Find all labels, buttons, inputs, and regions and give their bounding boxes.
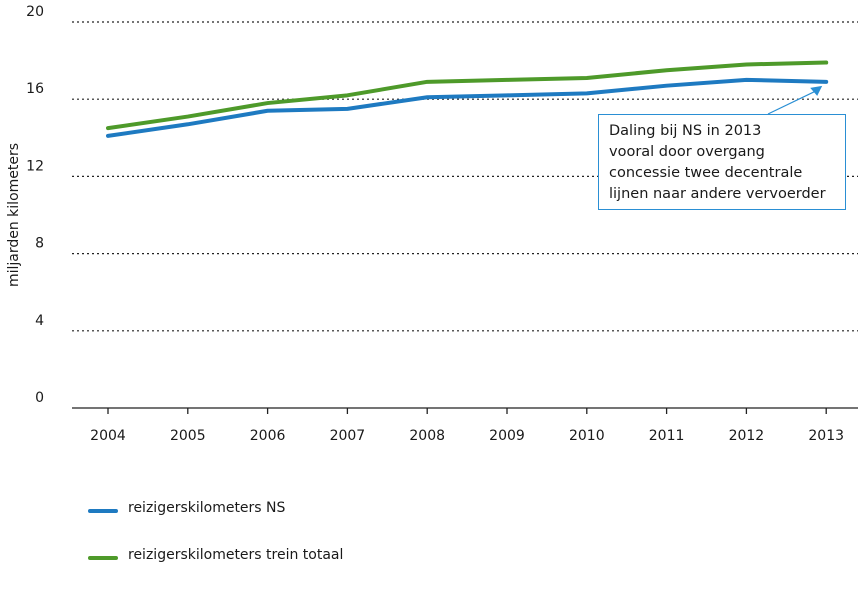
annotation-line: Daling bij NS in 2013 [609, 121, 835, 142]
x-tick-label: 2008 [409, 428, 445, 444]
y-tick-label: 0 [35, 390, 44, 406]
annotation-line: concessie twee decentrale [609, 163, 835, 184]
x-tick-label: 2009 [489, 428, 525, 444]
y-tick-label: 8 [35, 236, 44, 252]
annotation-arrow-line [768, 91, 816, 114]
x-tick-label: 2004 [90, 428, 126, 444]
legend-label-totaal: reizigerskilometers trein totaal [128, 547, 343, 563]
annotation-line: lijnen naar andere vervoerder [609, 184, 835, 205]
x-tick-label: 2010 [569, 428, 605, 444]
y-tick-label: 12 [26, 158, 44, 174]
x-tick-label: 2007 [330, 428, 366, 444]
y-tick-label: 4 [35, 313, 44, 329]
y-axis-label: miljarden kilometers [6, 143, 22, 287]
x-tick-label: 2013 [808, 428, 844, 444]
annotation-line: vooral door overgang [609, 142, 835, 163]
x-tick-label: 2012 [729, 428, 765, 444]
legend-swatch-totaal [88, 556, 118, 560]
annotation-box: Daling bij NS in 2013 vooral door overga… [598, 114, 846, 210]
x-tick-label: 2011 [649, 428, 685, 444]
chart: 0 4 8 12 16 20 2004 2005 2006 2007 2008 2009 2010 201… [0, 0, 859, 564]
legend-label-ns: reizigerskilometers NS [128, 500, 285, 516]
chart-svg: 0 4 8 12 16 20 2004 2005 2006 2007 2008 2009 2010 201… [0, 0, 859, 564]
x-tick-label: 2006 [250, 428, 286, 444]
annotation-arrowhead [810, 86, 822, 96]
legend-swatch-ns [88, 509, 118, 513]
x-tick-label: 2005 [170, 428, 206, 444]
y-tick-label: 16 [26, 81, 44, 97]
y-tick-label: 20 [26, 4, 44, 20]
